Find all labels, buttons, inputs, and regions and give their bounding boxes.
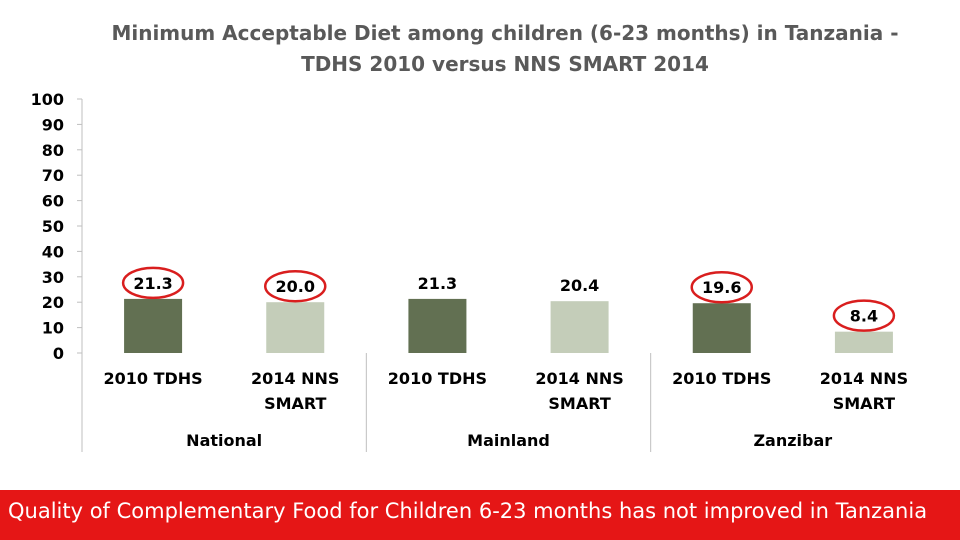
group-label: Mainland bbox=[467, 431, 550, 450]
bar bbox=[266, 302, 325, 353]
highlight-circle bbox=[690, 270, 753, 304]
bar-chart: 0 10 20 30 40 50 60 70 80 90 100 21.3 2010 TDHS 20.0 2… bbox=[31, 90, 908, 452]
bar bbox=[124, 298, 183, 353]
x-category-label: 2010 TDHS bbox=[103, 369, 202, 388]
data-label: 8.4 bbox=[850, 307, 878, 326]
chart-title-line-1: Minimum Acceptable Diet among children (… bbox=[111, 21, 899, 45]
x-category-label: 2014 NNS bbox=[820, 369, 908, 388]
y-tick-label: 100 bbox=[31, 90, 64, 109]
x-category-label: SMART bbox=[833, 394, 895, 413]
data-label: 21.3 bbox=[133, 274, 172, 293]
y-tick-label: 0 bbox=[53, 344, 64, 363]
y-tick-label: 30 bbox=[42, 268, 64, 287]
x-category-label: SMART bbox=[264, 394, 326, 413]
data-label: 20.4 bbox=[560, 276, 599, 295]
data-label: 21.3 bbox=[418, 274, 457, 293]
y-tick-label: 60 bbox=[42, 192, 64, 211]
bar bbox=[692, 303, 751, 353]
highlight-circle bbox=[832, 299, 896, 332]
y-tick-label: 20 bbox=[42, 293, 64, 312]
x-category-label: 2010 TDHS bbox=[388, 369, 487, 388]
x-category-label: 2010 TDHS bbox=[672, 369, 771, 388]
y-tick-label: 50 bbox=[42, 217, 64, 236]
bar bbox=[408, 298, 467, 353]
y-tick-label: 10 bbox=[42, 319, 64, 338]
bar bbox=[550, 301, 609, 353]
chart-title: Minimum Acceptable Diet among children (… bbox=[80, 18, 930, 80]
message-banner: Quality of Complementary Food for Childr… bbox=[0, 490, 960, 540]
highlight-circle bbox=[264, 269, 327, 303]
highlight-circle bbox=[121, 266, 185, 300]
x-category-label: 2014 NNS bbox=[535, 369, 623, 388]
group-label: National bbox=[186, 431, 262, 450]
data-label: 19.6 bbox=[702, 278, 741, 297]
data-label: 20.0 bbox=[276, 277, 315, 296]
x-category-label: SMART bbox=[548, 394, 610, 413]
y-tick-label: 90 bbox=[42, 115, 64, 134]
y-tick-label: 80 bbox=[42, 141, 64, 160]
bar bbox=[834, 331, 893, 353]
banner-text: Quality of Complementary Food for Childr… bbox=[8, 499, 928, 523]
chart-title-line-2: TDHS 2010 versus NNS SMART 2014 bbox=[301, 52, 709, 76]
y-tick-label: 40 bbox=[42, 242, 64, 261]
x-category-label: 2014 NNS bbox=[251, 369, 339, 388]
group-label: Zanzibar bbox=[753, 431, 832, 450]
y-tick-label: 70 bbox=[42, 166, 64, 185]
